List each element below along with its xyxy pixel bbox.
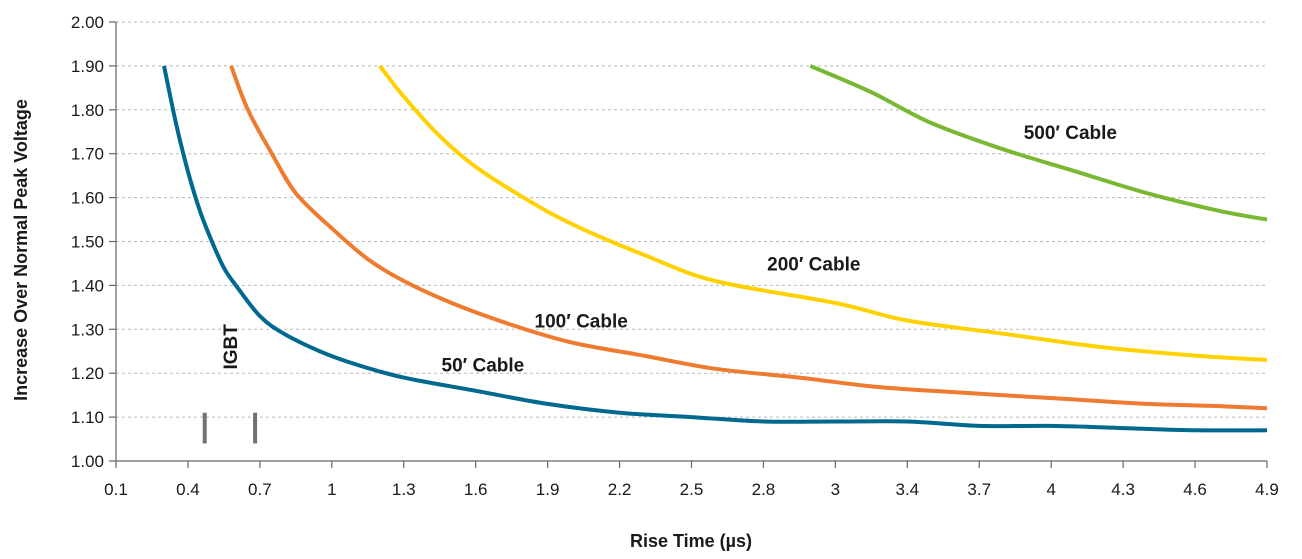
y-tick-label: 2.00 [71, 13, 104, 32]
x-tick-label: 2.8 [752, 480, 776, 499]
series-line-4 [809, 64, 1268, 222]
series-label-1: 50′ Cable [442, 355, 525, 376]
series-line-3 [378, 64, 1268, 362]
y-tick-label: 1.30 [71, 320, 104, 339]
labels: 50′ Cable 100′ Cable 200′ Cable 500′ Cable I… [202, 123, 1117, 444]
x-tick-label: 1.6 [464, 480, 488, 499]
igbt-label: IGBT [221, 324, 242, 370]
axes: 1.001.101.201.301.401.501.601.701.801.90… [71, 13, 1279, 499]
x-axis-title: Rise Time (µs) [630, 531, 752, 551]
x-tick-label: 0.1 [104, 480, 128, 499]
y-axis-title: Increase Over Normal Peak Voltage [11, 99, 31, 401]
y-tick-label: 1.20 [71, 364, 104, 383]
series-label-3: 200′ Cable [767, 254, 860, 275]
x-tick-label: 4.9 [1255, 480, 1279, 499]
series-label-2: 100′ Cable [535, 312, 628, 333]
y-tick-label: 1.00 [71, 452, 104, 471]
x-tick-label: 4.6 [1183, 480, 1207, 499]
series-group [162, 64, 1268, 433]
y-tick-label: 1.70 [71, 145, 104, 164]
x-tick-label: 3.4 [895, 480, 919, 499]
x-tick-label: 4.3 [1111, 480, 1135, 499]
x-tick-label: 1 [327, 480, 336, 499]
y-tick-label: 1.80 [71, 101, 104, 120]
x-tick-label: 4 [1046, 480, 1055, 499]
series-line-2 [229, 65, 1268, 411]
x-tick-label: 3 [831, 480, 840, 499]
x-tick-label: 2.5 [680, 480, 704, 499]
x-tick-label: 0.4 [176, 480, 200, 499]
grid [116, 21, 1267, 418]
y-tick-label: 1.40 [71, 276, 104, 295]
y-tick-label: 1.90 [71, 57, 104, 76]
y-tick-label: 1.60 [71, 189, 104, 208]
x-tick-label: 1.9 [536, 480, 560, 499]
series-line-1 [162, 65, 1268, 433]
y-tick-label: 1.10 [71, 408, 104, 427]
x-tick-label: 2.2 [608, 480, 632, 499]
series-label-4: 500′ Cable [1024, 123, 1117, 144]
x-tick-label: 0.7 [248, 480, 272, 499]
x-tick-label: 1.3 [392, 480, 416, 499]
x-tick-label: 3.7 [967, 480, 991, 499]
y-tick-label: 1.50 [71, 233, 104, 252]
